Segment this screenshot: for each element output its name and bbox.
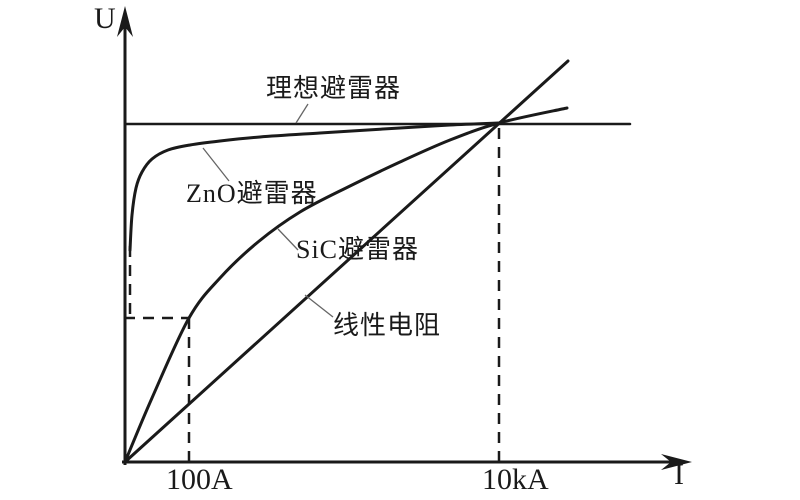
leader-sic-arrester — [277, 228, 299, 251]
y-axis-arrowhead-icon — [117, 6, 133, 37]
sic-arrester-curve — [123, 106, 569, 464]
curve-label-sic-arrester: SiC避雷器 — [296, 235, 420, 264]
zno-arrester-curve — [128, 121, 501, 252]
tick-label-10ka: 10kA — [482, 463, 549, 496]
curve-label-ideal-arrester: 理想避雷器 — [266, 74, 402, 103]
curve-label-linear-resistor: 线性电阻 — [333, 311, 442, 340]
tick-label-100a: 100A — [166, 463, 233, 496]
curve-label-zno-arrester: ZnO避雷器 — [186, 179, 318, 208]
y-axis-label: U — [94, 2, 116, 35]
linear-resistor-line — [123, 59, 570, 464]
leader-linear-resistor — [304, 294, 334, 318]
x-axis-arrowhead-icon — [661, 454, 692, 470]
x-axis-label: I — [674, 458, 684, 491]
leader-ideal-arrester — [295, 103, 309, 124]
leader-zno-arrester — [202, 147, 230, 182]
